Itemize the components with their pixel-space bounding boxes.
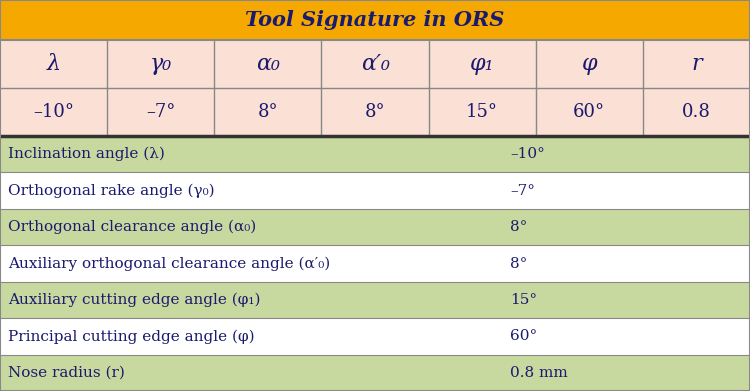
Text: 15°: 15° — [466, 103, 498, 121]
Text: 0.8: 0.8 — [682, 103, 711, 121]
Bar — [0, 209, 750, 245]
Text: γ₀: γ₀ — [150, 53, 172, 75]
Text: Orthogonal rake angle (γ₀): Orthogonal rake angle (γ₀) — [8, 183, 214, 198]
Bar — [0, 172, 750, 209]
Text: 15°: 15° — [510, 293, 537, 307]
Text: α₀: α₀ — [256, 53, 280, 75]
Text: Orthogonal clearance angle (α₀): Orthogonal clearance angle (α₀) — [8, 220, 256, 234]
Text: 0.8 mm: 0.8 mm — [510, 366, 568, 380]
Text: φ: φ — [581, 53, 597, 75]
Text: 8°: 8° — [364, 103, 386, 121]
Bar — [0, 0, 750, 40]
Text: 8°: 8° — [510, 220, 527, 234]
Text: Auxiliary cutting edge angle (φ₁): Auxiliary cutting edge angle (φ₁) — [8, 293, 260, 307]
Text: α′₀: α′₀ — [361, 53, 389, 75]
Text: 8°: 8° — [510, 256, 527, 271]
Text: Tool Signature in ORS: Tool Signature in ORS — [245, 10, 505, 30]
Text: 8°: 8° — [257, 103, 278, 121]
Text: –7°: –7° — [146, 103, 176, 121]
Text: Inclination angle (λ): Inclination angle (λ) — [8, 147, 165, 161]
Text: Nose radius (r): Nose radius (r) — [8, 366, 124, 380]
Text: 60°: 60° — [510, 329, 537, 343]
Bar — [0, 355, 750, 391]
Bar — [0, 282, 750, 318]
Text: –10°: –10° — [510, 147, 544, 161]
Bar — [0, 40, 750, 88]
Text: Principal cutting edge angle (φ): Principal cutting edge angle (φ) — [8, 329, 254, 344]
Bar — [0, 88, 750, 136]
Text: λ: λ — [46, 53, 61, 75]
Bar — [0, 136, 750, 172]
Text: –10°: –10° — [33, 103, 74, 121]
Text: φ₁: φ₁ — [470, 53, 494, 75]
Text: r: r — [691, 53, 702, 75]
Text: 60°: 60° — [573, 103, 605, 121]
Text: Auxiliary orthogonal clearance angle (α′₀): Auxiliary orthogonal clearance angle (α′… — [8, 256, 330, 271]
Bar — [0, 245, 750, 282]
Text: –7°: –7° — [510, 184, 535, 197]
Bar — [0, 318, 750, 355]
